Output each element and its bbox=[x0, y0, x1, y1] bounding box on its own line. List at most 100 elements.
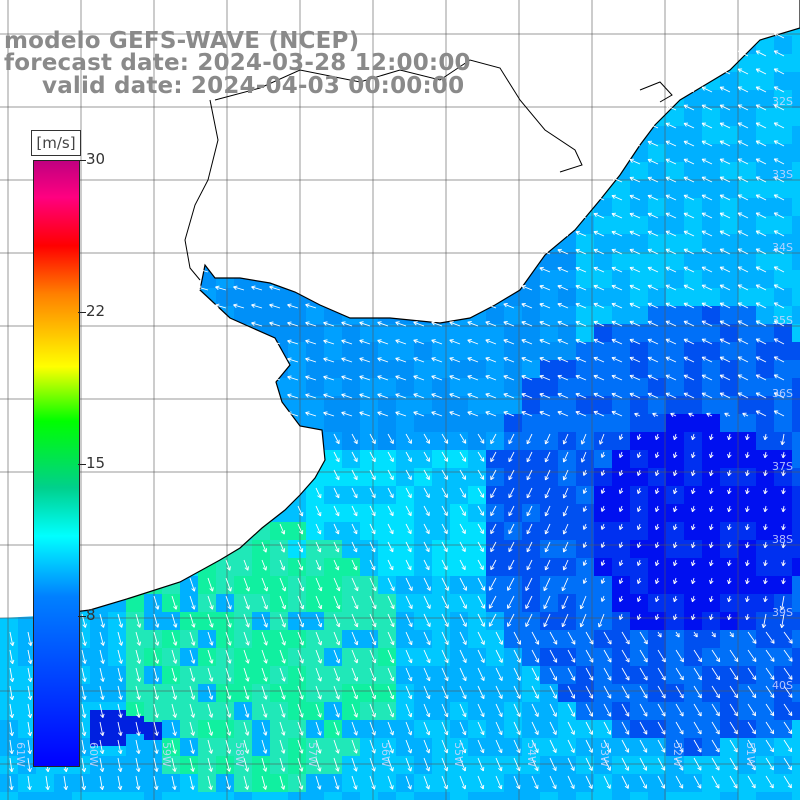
wind-arrow bbox=[783, 739, 793, 753]
wind-arrow bbox=[654, 541, 660, 549]
wind-arrow bbox=[580, 433, 587, 445]
wind-arrow bbox=[467, 321, 479, 327]
wind-arrow bbox=[513, 775, 521, 790]
wind-arrow bbox=[654, 469, 660, 477]
wind-arrow bbox=[603, 703, 612, 717]
wind-arrow bbox=[359, 357, 371, 363]
wind-arrow bbox=[315, 613, 323, 628]
wind-arrow bbox=[243, 595, 250, 610]
wind-arrow bbox=[763, 487, 768, 495]
wind-arrow bbox=[709, 577, 714, 585]
wind-arrow bbox=[636, 505, 642, 513]
wind-arrow bbox=[709, 541, 714, 549]
wind-arrow bbox=[531, 649, 540, 663]
wind-arrow bbox=[549, 685, 557, 699]
wind-arrow bbox=[709, 613, 714, 621]
wind-arrow bbox=[395, 393, 407, 399]
wind-arrow bbox=[513, 649, 521, 663]
wind-arrow bbox=[413, 375, 425, 381]
wind-arrow bbox=[711, 757, 720, 771]
wind-arrow bbox=[405, 631, 413, 646]
wind-arrow bbox=[513, 721, 521, 736]
wind-arrow bbox=[315, 577, 323, 592]
wind-arrow bbox=[423, 775, 430, 790]
wind-arrow bbox=[618, 505, 624, 512]
wind-arrow bbox=[387, 721, 394, 736]
wind-arrow bbox=[477, 595, 485, 609]
wind-arrow bbox=[567, 739, 575, 753]
wind-arrow bbox=[171, 775, 177, 790]
wind-arrow bbox=[287, 375, 299, 381]
wind-arrow bbox=[709, 487, 714, 495]
wind-arrow bbox=[531, 721, 539, 736]
wind-arrow bbox=[377, 357, 389, 363]
wind-arrow bbox=[423, 541, 430, 553]
wind-arrow bbox=[719, 68, 731, 75]
wind-arrow bbox=[449, 321, 461, 327]
wind-arrow bbox=[490, 559, 497, 571]
wind-arrow bbox=[636, 523, 642, 531]
wind-arrow bbox=[765, 631, 775, 644]
wind-arrow bbox=[611, 230, 623, 237]
wind-arrow bbox=[459, 469, 467, 480]
wind-arrow bbox=[755, 230, 767, 237]
wind-arrow bbox=[449, 357, 461, 363]
wind-arrow bbox=[763, 577, 768, 585]
wind-arrow bbox=[441, 757, 449, 772]
wind-arrow bbox=[683, 356, 695, 363]
wind-arrow bbox=[297, 541, 304, 553]
wind-arrow bbox=[521, 356, 533, 363]
wind-arrow bbox=[526, 559, 533, 571]
wind-arrow bbox=[531, 757, 539, 772]
lon-label: 52W bbox=[670, 742, 684, 767]
wind-arrow bbox=[665, 320, 677, 327]
wind-arrows bbox=[9, 32, 793, 791]
wind-arrow bbox=[441, 595, 449, 609]
wind-arrow bbox=[719, 122, 731, 129]
wind-arrow bbox=[81, 775, 87, 791]
wind-arrow bbox=[243, 577, 250, 592]
wind-arrow bbox=[693, 775, 702, 789]
wind-arrow bbox=[333, 775, 340, 790]
wind-arrow bbox=[647, 122, 659, 129]
wind-arrow bbox=[562, 487, 569, 499]
wind-arrow bbox=[711, 649, 721, 663]
wind-arrow bbox=[727, 469, 732, 477]
wind-arrow bbox=[711, 721, 720, 735]
wind-arrow bbox=[567, 775, 575, 790]
wind-arrow bbox=[673, 469, 678, 477]
wind-arrow bbox=[153, 631, 160, 646]
lon-label: 58W bbox=[232, 742, 246, 767]
wind-arrow bbox=[654, 505, 660, 513]
wind-arrow bbox=[683, 86, 695, 93]
wind-arrow bbox=[729, 631, 734, 638]
wind-arrow bbox=[261, 577, 268, 592]
wind-arrow bbox=[693, 685, 702, 699]
wind-arrow bbox=[225, 649, 232, 664]
wind-arrow bbox=[600, 451, 606, 458]
wind-arrow bbox=[575, 230, 587, 237]
wind-arrow bbox=[611, 302, 623, 309]
wind-arrow bbox=[369, 541, 376, 553]
wind-arrow bbox=[459, 739, 467, 754]
wind-arrow bbox=[395, 375, 407, 381]
wind-arrow bbox=[539, 338, 551, 345]
wind-arrow bbox=[189, 685, 196, 700]
wind-arrow bbox=[171, 739, 177, 754]
wind-arrow bbox=[701, 356, 713, 363]
wind-arrow bbox=[745, 613, 750, 621]
wind-arrow bbox=[351, 667, 359, 682]
wind-arrow bbox=[657, 649, 666, 663]
wind-arrow bbox=[585, 703, 594, 717]
wind-arrow bbox=[27, 775, 32, 791]
colorbar bbox=[33, 160, 80, 767]
wind-arrow bbox=[117, 721, 123, 736]
wind-arrow bbox=[647, 356, 659, 363]
wind-arrow bbox=[359, 411, 371, 417]
wind-arrow bbox=[269, 303, 281, 309]
wind-arrow bbox=[297, 775, 304, 790]
wind-arrow bbox=[189, 739, 195, 754]
wind-arrow bbox=[490, 541, 497, 553]
wind-arrow bbox=[207, 739, 213, 754]
wind-arrow bbox=[585, 685, 594, 699]
